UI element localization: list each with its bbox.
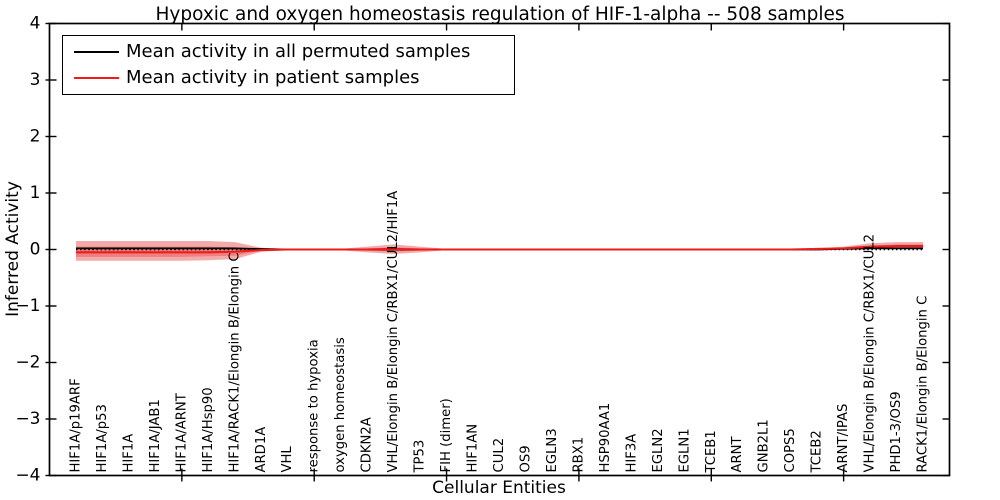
legend-entry-patient: Mean activity in patient samples	[74, 66, 514, 88]
x-category-label: PHD1-3/OS9	[889, 391, 904, 472]
x-category-label: HIF1A/p19ARF	[68, 378, 83, 472]
y-tick-label: 2	[30, 127, 41, 147]
x-category-label: FIH (dimer)	[439, 398, 454, 472]
y-tick-label: 0	[30, 240, 41, 260]
x-category-label: oxygen homeostasis	[333, 337, 348, 472]
series-line-patient	[75, 245, 924, 254]
x-category-label: RBX1	[571, 437, 586, 473]
x-category-label: HIF1A/p53	[95, 404, 110, 472]
y-tick-label: 3	[30, 70, 41, 90]
y-tick-label: −2	[15, 353, 40, 373]
x-category-label: ARNT/IPAS	[836, 404, 851, 473]
legend-label-permuted: Mean activity in all permuted samples	[126, 41, 471, 63]
x-category-label: COPS5	[783, 428, 798, 472]
x-category-label: TCEB1	[704, 430, 719, 473]
x-category-label: CUL2	[492, 438, 507, 473]
y-axis-label: Inferred Activity	[3, 181, 23, 317]
x-category-label: EGLN1	[677, 428, 692, 472]
x-category-label: HIF1A/Hsp90	[201, 387, 216, 472]
x-category-label: EGLN3	[545, 428, 560, 472]
legend-label-patient: Mean activity in patient samples	[126, 66, 420, 88]
x-category-label: HIF1A/JAB1	[148, 399, 163, 472]
legend-entry-permuted: Mean activity in all permuted samples	[74, 43, 514, 61]
x-category-label: VHL/Elongin B/Elongin C/RBX1/CUL2	[863, 234, 878, 473]
x-category-label: GNB2L1	[757, 419, 772, 472]
x-category-label: TCEB2	[810, 430, 825, 473]
x-category-label: OS9	[518, 445, 533, 472]
y-tick-label: 1	[30, 183, 41, 203]
x-category-label: VHL	[280, 446, 295, 473]
x-category-label: HIF3A	[624, 434, 639, 473]
y-tick-label: −1	[15, 296, 40, 316]
x-category-label: CDKN2A	[360, 417, 375, 472]
x-category-label: VHL/Elongin B/Elongin C/RBX1/CUL2/HIF1A	[386, 191, 401, 473]
x-category-label: HIF1A/ARNT	[174, 392, 189, 472]
legend-line-patient-icon	[74, 76, 119, 79]
x-category-label: HIF1A	[121, 434, 136, 473]
x-axis-label: Cellular Entities	[432, 478, 566, 498]
x-category-label: EGLN2	[651, 428, 666, 472]
chart-title: Hypoxic and oxygen homeostasis regulatio…	[155, 4, 845, 25]
x-category-label: HSP90AA1	[598, 403, 613, 473]
x-category-label: ARNT	[730, 435, 745, 472]
y-tick-label: −3	[15, 409, 40, 429]
legend-box: Mean activity in all permuted samples Me…	[62, 35, 515, 95]
x-category-label: TP53	[413, 440, 428, 474]
y-tick-label: 4	[30, 14, 41, 34]
x-category-label: HIF1AN	[466, 424, 481, 473]
x-category-label: response to hypoxia	[307, 339, 322, 472]
y-tick-label: −4	[15, 466, 40, 486]
x-category-label: RACK1/Elongin B/Elongin C	[916, 296, 931, 473]
x-category-label: HIF1A/RACK1/Elongin B/Elongin C	[227, 252, 242, 472]
x-category-label: ARD1A	[254, 427, 269, 473]
legend-line-permuted-icon	[74, 51, 119, 54]
